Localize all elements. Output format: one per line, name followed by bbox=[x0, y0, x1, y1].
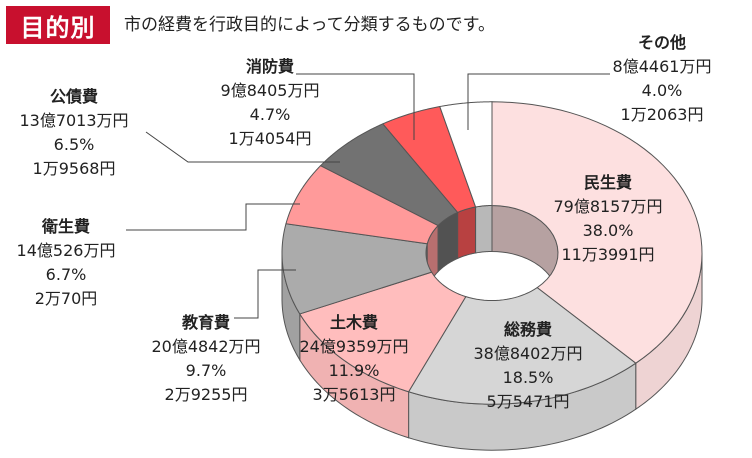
label-amount: 14億526万円 bbox=[17, 241, 116, 260]
label-percent: 9.7% bbox=[186, 361, 227, 380]
slice-その他 bbox=[439, 101, 493, 208]
leader-lines bbox=[126, 73, 610, 319]
leader-line-教育費 bbox=[234, 269, 296, 319]
label-name: 消防費 bbox=[246, 57, 294, 76]
label-per-capita: 1万9568円 bbox=[33, 159, 116, 178]
label-percent: 18.5% bbox=[503, 368, 554, 387]
slice-総務費 bbox=[407, 287, 637, 405]
slice-label-土木費: 土木費 24億9359万円 11.9% 3万5613円 bbox=[299, 313, 408, 404]
label-name: 衛生費 bbox=[41, 217, 90, 236]
donut-tops bbox=[281, 101, 703, 405]
slice-label-その他: その他 8億4461万円 4.0% 1万2063円 bbox=[613, 33, 712, 124]
slice-label-教育費: 教育費 20億4842万円 9.7% 2万9255円 bbox=[151, 313, 260, 404]
section-badge: 目的別 bbox=[6, 6, 110, 44]
label-amount: 38億8402万円 bbox=[473, 344, 582, 363]
label-amount: 24億9359万円 bbox=[299, 337, 408, 356]
label-per-capita: 5万5471円 bbox=[487, 392, 570, 411]
label-name: 土木費 bbox=[330, 313, 378, 332]
slice-inner-その他 bbox=[475, 204, 493, 254]
slice-label-公債費: 公債費 13億7013万円 6.5% 1万9568円 bbox=[19, 87, 128, 178]
slice-民生費 bbox=[491, 101, 703, 364]
slice-衛生費 bbox=[285, 165, 439, 245]
label-percent: 6.7% bbox=[46, 265, 87, 284]
label-per-capita: 1万2063円 bbox=[621, 105, 704, 124]
label-percent: 4.0% bbox=[642, 81, 683, 100]
label-amount: 79億8157万円 bbox=[553, 197, 662, 216]
slice-label-消防費: 消防費 9億8405万円 4.7% 1万4054円 bbox=[221, 57, 320, 148]
label-per-capita: 3万5613円 bbox=[313, 385, 396, 404]
label-name: 民生費 bbox=[584, 173, 632, 192]
label-percent: 11.9% bbox=[329, 361, 380, 380]
label-amount: 8億4461万円 bbox=[613, 57, 712, 76]
label-per-capita: 1万4054円 bbox=[229, 129, 312, 148]
slice-inner-消防費 bbox=[457, 206, 477, 260]
label-percent: 4.7% bbox=[250, 105, 291, 124]
label-amount: 20億4842万円 bbox=[151, 337, 260, 356]
slice-消防費 bbox=[382, 105, 477, 214]
leader-line-消防費 bbox=[296, 73, 415, 140]
chart-subtitle: 市の経費を行政目的によって分類するものです。 bbox=[124, 15, 495, 35]
label-per-capita: 11万3991円 bbox=[561, 245, 654, 264]
label-per-capita: 2万9255円 bbox=[165, 385, 248, 404]
label-percent: 38.0% bbox=[583, 221, 634, 240]
donut-sides bbox=[281, 204, 703, 451]
label-name: 教育費 bbox=[182, 313, 230, 332]
leader-line-公債費 bbox=[145, 131, 340, 163]
slice-label-衛生費: 衛生費 14億526万円 6.7% 2万70円 bbox=[17, 217, 116, 308]
leader-line-その他 bbox=[467, 73, 610, 130]
label-amount: 9億8405万円 bbox=[221, 81, 320, 100]
slice-label-民生費: 民生費 79億8157万円 38.0% 11万3991円 bbox=[553, 173, 662, 264]
leader-line-衛生費 bbox=[126, 203, 300, 231]
label-per-capita: 2万70円 bbox=[35, 289, 98, 308]
label-name: 総務費 bbox=[504, 320, 552, 339]
slice-教育費 bbox=[281, 223, 433, 315]
slice-公債費 bbox=[319, 123, 459, 227]
label-name: その他 bbox=[638, 33, 686, 52]
slice-土木費 bbox=[299, 271, 467, 393]
slice-label-総務費: 総務費 38億8402万円 18.5% 5万5471円 bbox=[473, 320, 582, 411]
label-percent: 6.5% bbox=[54, 135, 95, 154]
label-name: 公債費 bbox=[50, 87, 98, 106]
label-amount: 13億7013万円 bbox=[19, 111, 128, 130]
